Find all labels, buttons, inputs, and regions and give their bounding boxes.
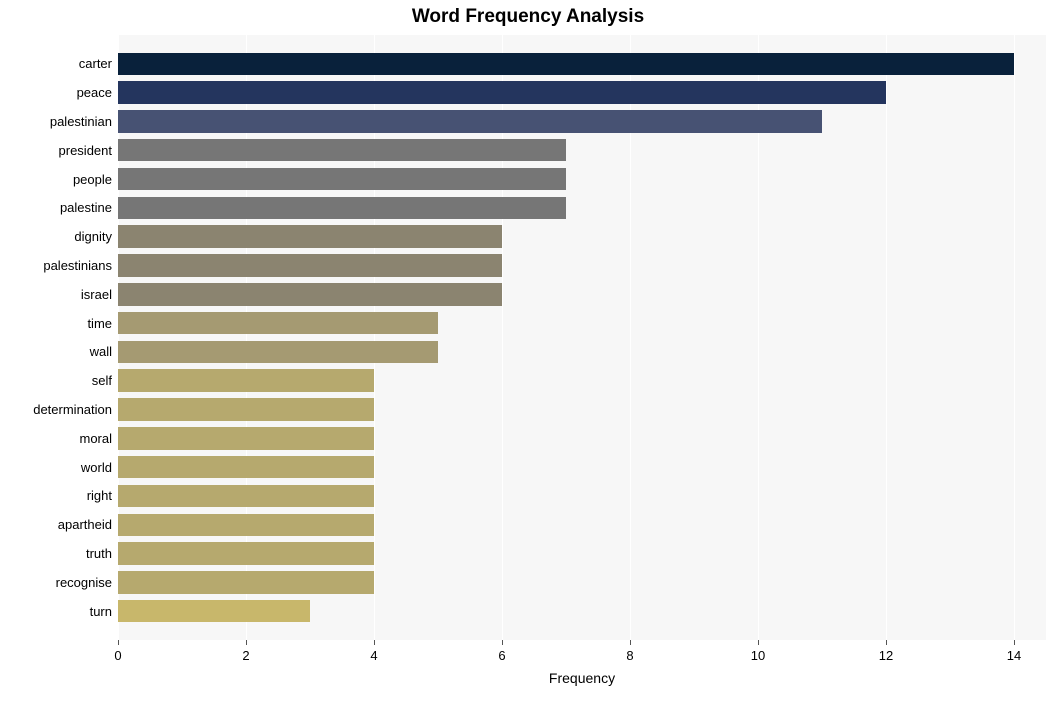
x-axis-label: Frequency xyxy=(118,670,1046,686)
plot-area xyxy=(118,35,1046,640)
bar xyxy=(118,139,566,161)
y-axis-label: dignity xyxy=(0,230,112,243)
bar xyxy=(118,81,886,103)
x-tick-label: 14 xyxy=(1007,648,1021,663)
x-tick-label: 8 xyxy=(626,648,633,663)
bar xyxy=(118,456,374,478)
y-axis-label: president xyxy=(0,144,112,157)
bar xyxy=(118,110,822,132)
y-axis-label: self xyxy=(0,374,112,387)
word-frequency-chart: Word Frequency Analysis carter peace pales… xyxy=(0,0,1056,701)
y-axis-label: palestine xyxy=(0,201,112,214)
x-tick xyxy=(1014,640,1015,645)
bar xyxy=(118,427,374,449)
y-axis-label: palestinian xyxy=(0,115,112,128)
bar xyxy=(118,369,374,391)
x-tick xyxy=(246,640,247,645)
bar xyxy=(118,283,502,305)
y-axis-label: palestinians xyxy=(0,259,112,272)
x-tick xyxy=(502,640,503,645)
y-axis-label: turn xyxy=(0,605,112,618)
x-tick xyxy=(374,640,375,645)
y-axis-label: moral xyxy=(0,432,112,445)
x-tick xyxy=(118,640,119,645)
x-tick-label: 2 xyxy=(242,648,249,663)
bar xyxy=(118,225,502,247)
y-axis-labels: carter peace palestinian president people pal… xyxy=(0,35,112,640)
x-tick-label: 12 xyxy=(879,648,893,663)
bar xyxy=(118,600,310,622)
y-axis-label: people xyxy=(0,173,112,186)
x-tick-label: 6 xyxy=(498,648,505,663)
bar xyxy=(118,53,1014,75)
bar xyxy=(118,312,438,334)
bar xyxy=(118,254,502,276)
y-axis-label: israel xyxy=(0,288,112,301)
x-tick-label: 4 xyxy=(370,648,377,663)
y-axis-label: truth xyxy=(0,547,112,560)
x-tick-label: 0 xyxy=(114,648,121,663)
bar xyxy=(118,485,374,507)
x-tick xyxy=(630,640,631,645)
x-tick xyxy=(758,640,759,645)
y-axis-label: world xyxy=(0,461,112,474)
bar xyxy=(118,571,374,593)
y-axis-label: right xyxy=(0,489,112,502)
bar xyxy=(118,542,374,564)
bar xyxy=(118,514,374,536)
y-axis-label: apartheid xyxy=(0,518,112,531)
y-axis-label: peace xyxy=(0,86,112,99)
chart-title: Word Frequency Analysis xyxy=(0,6,1056,28)
x-axis: 02468101214 Frequency xyxy=(118,640,1046,690)
bar xyxy=(118,341,438,363)
bar xyxy=(118,197,566,219)
y-axis-label: carter xyxy=(0,57,112,70)
y-axis-label: time xyxy=(0,317,112,330)
y-axis-label: wall xyxy=(0,345,112,358)
y-axis-label: determination xyxy=(0,403,112,416)
x-tick xyxy=(886,640,887,645)
bar xyxy=(118,168,566,190)
bar-group xyxy=(118,35,1046,640)
x-tick-label: 10 xyxy=(751,648,765,663)
bar xyxy=(118,398,374,420)
y-axis-label: recognise xyxy=(0,576,112,589)
